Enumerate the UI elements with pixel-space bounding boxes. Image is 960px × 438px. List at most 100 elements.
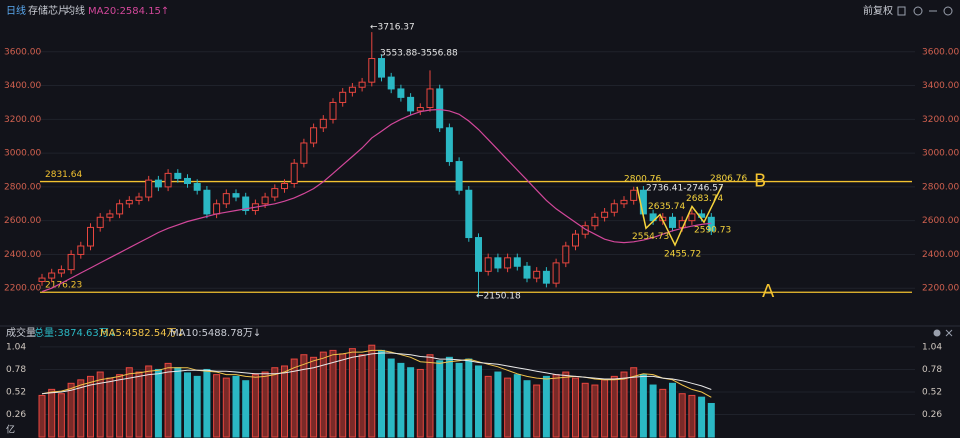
tab[interactable]: 均线 (65, 4, 85, 17)
y-tick-label: 3600.00 (922, 47, 959, 57)
y-tick-label: 2800.00 (4, 182, 41, 192)
volume-bar (378, 349, 385, 438)
volume-bar (407, 367, 415, 438)
candle-body (378, 58, 385, 78)
volume-bar (639, 374, 647, 438)
icon[interactable] (897, 6, 906, 16)
candle-body (630, 189, 638, 201)
volume-bar (329, 349, 337, 438)
volume-bar (67, 382, 75, 438)
candle-body (387, 76, 395, 90)
candle-body (164, 172, 172, 188)
volume-bar (455, 362, 463, 438)
volume-bar (116, 374, 124, 438)
candle-body (426, 88, 434, 109)
volume-title: 成交量 (6, 326, 36, 339)
candle-body (271, 188, 279, 198)
volume-bar (106, 377, 114, 438)
candle-body (542, 270, 550, 284)
candle-body (77, 245, 85, 255)
candle-body (242, 196, 250, 212)
volume-bar (38, 394, 46, 438)
candle-body (106, 213, 114, 218)
volume-bar (601, 379, 609, 438)
volume-bar (213, 374, 221, 438)
candle-body (416, 107, 424, 112)
volume-bar (77, 379, 85, 438)
y-tick-label: 0.26 (6, 410, 26, 420)
candle-body (339, 91, 347, 103)
settings-icon[interactable] (933, 329, 941, 337)
volume-ma10: MA10:5488.78万↓ (170, 328, 261, 339)
tab[interactable]: 日线 (6, 4, 26, 17)
volume-bar (465, 358, 473, 438)
candle-body (319, 118, 327, 129)
ma5-line (41, 349, 712, 398)
level-name: A (762, 281, 775, 302)
candle-body (572, 233, 579, 247)
wave-label: 2683.74 (686, 194, 723, 204)
volume-bar (630, 367, 638, 438)
wave-label: 2590.73 (694, 226, 731, 236)
close-icon[interactable] (945, 329, 953, 337)
candle-body (96, 216, 104, 228)
candle-body (436, 88, 444, 129)
volume-bar (620, 371, 628, 438)
candle-body (145, 179, 153, 198)
volume-bar (96, 371, 104, 438)
y-tick-label: 2200.00 (922, 284, 959, 294)
volume-bar (125, 367, 133, 438)
volume-bar (572, 377, 579, 438)
candle-body (154, 179, 162, 188)
y-tick-label: 3600.00 (4, 47, 41, 57)
candle-body (203, 189, 211, 215)
volume-total: 总量:3874.63万↓ (34, 326, 117, 339)
candle-body (494, 257, 502, 269)
volume-bar (310, 356, 318, 438)
volume-bar (261, 371, 269, 438)
candle-body (67, 253, 75, 271)
candle-body (688, 213, 696, 222)
icon[interactable] (943, 6, 953, 16)
volume-bar (339, 353, 347, 438)
volume-bar (552, 374, 560, 438)
volume-bar (416, 368, 424, 438)
volume-bar (436, 360, 444, 438)
candle-body (348, 86, 356, 93)
adjust-button[interactable]: 前复权 (863, 4, 893, 17)
ma20-line (41, 108, 712, 293)
volume-bar (358, 354, 366, 438)
icon[interactable] (913, 6, 923, 16)
volume-bar (154, 368, 162, 438)
volume-bar (87, 375, 94, 438)
volume-bar (232, 375, 240, 438)
candle-body (184, 177, 191, 185)
candle-body (213, 203, 221, 215)
candle-body (552, 262, 560, 284)
volume-bar (523, 380, 531, 438)
candle-body (38, 277, 46, 282)
candle-body (310, 127, 318, 144)
y-tick-label: 2400.00 (922, 250, 959, 260)
volume-bar (271, 367, 279, 438)
volume-bar (504, 377, 512, 438)
candle-body (455, 161, 463, 191)
toolbar-icons (897, 6, 953, 16)
volume-bar (319, 351, 327, 438)
y-tick-label: 2400.00 (4, 250, 41, 260)
volume-bar (542, 375, 550, 438)
candle-body (397, 88, 405, 98)
volume-bar (698, 396, 706, 438)
candle-body (116, 203, 124, 215)
annotation: ←2150.18 (476, 292, 521, 302)
candle-body (281, 183, 288, 190)
y-tick-label: 0.52 (922, 387, 942, 397)
annotation: ←3716.37 (370, 23, 415, 33)
level-name: B (754, 171, 766, 192)
volume-bar (348, 348, 356, 438)
volume-bar (445, 356, 453, 438)
candle-body (465, 189, 473, 239)
volume-bar (184, 372, 191, 438)
wave-label: 2806.76 (710, 174, 747, 184)
candle-body (475, 237, 482, 272)
